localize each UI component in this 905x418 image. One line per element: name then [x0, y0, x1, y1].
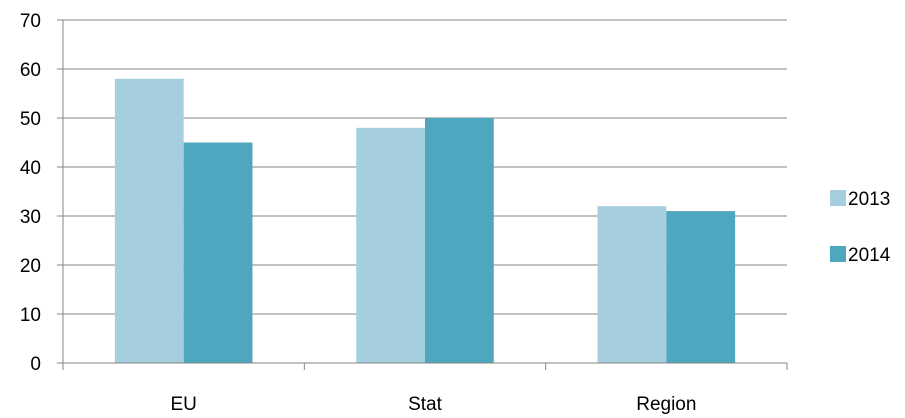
- y-tick-label: 0: [30, 354, 41, 375]
- bar-2013-EU: [114, 78, 184, 364]
- bar-2014-Stat: [425, 118, 494, 363]
- legend: 2013 2014: [830, 189, 891, 266]
- bar-2013-Region: [597, 206, 667, 363]
- y-tick-label: 50: [20, 109, 41, 130]
- legend-swatch-2014: [830, 246, 846, 262]
- legend-label-2013: 2013: [848, 189, 890, 210]
- x-tick-label: Region: [636, 394, 696, 415]
- y-tick-label: 30: [20, 207, 41, 228]
- y-tick-label: 40: [20, 158, 41, 179]
- x-tick-label: EU: [170, 394, 196, 415]
- y-tick-label: 70: [20, 11, 41, 32]
- bar-2014-Region: [666, 211, 736, 363]
- bar-2013-Stat: [356, 127, 425, 363]
- y-tick-label: 20: [20, 256, 41, 277]
- bars: [114, 78, 736, 364]
- y-tick-label: 60: [20, 60, 41, 81]
- y-tick-labels: 0 10 20 30 40 50 60 70: [20, 11, 41, 375]
- axes: [57, 19, 788, 370]
- x-tick-label: Stat: [408, 394, 443, 415]
- y-tick-label: 10: [20, 305, 41, 326]
- x-tick-labels: EU Stat Region: [170, 394, 696, 415]
- legend-label-2014: 2014: [848, 245, 891, 266]
- legend-swatch-2013: [830, 190, 846, 206]
- bar-2014-EU: [183, 142, 253, 363]
